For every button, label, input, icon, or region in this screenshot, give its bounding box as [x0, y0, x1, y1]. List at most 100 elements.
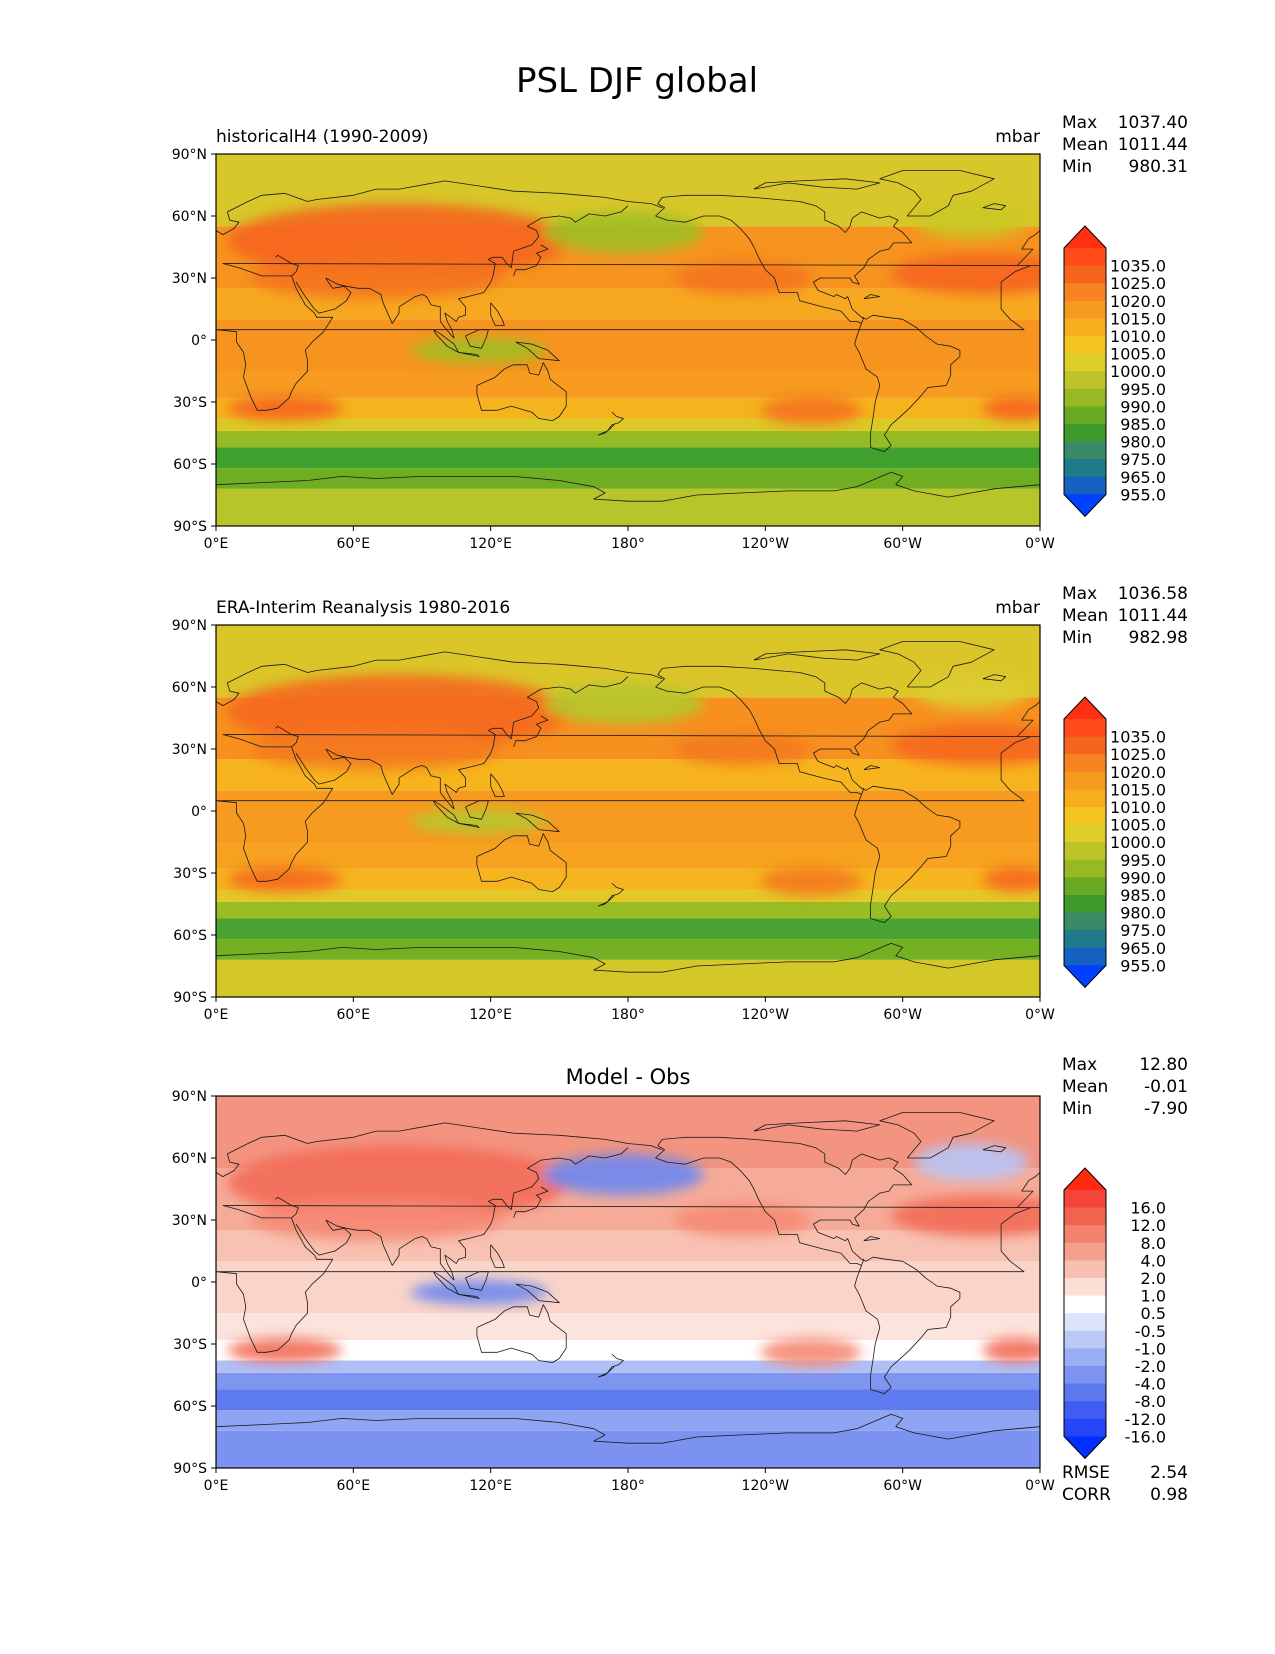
coastline	[597, 412, 624, 436]
pressure-high	[227, 395, 342, 421]
colorbar-segment	[1064, 424, 1106, 443]
colorbar-tick-label: 0.5	[1141, 1304, 1166, 1323]
stat-value: -0.01	[1144, 1077, 1188, 1097]
pressure-low	[543, 211, 704, 254]
coastline	[275, 1196, 299, 1219]
coastline	[295, 748, 352, 785]
colorbar-tick-label: 990.0	[1120, 397, 1166, 416]
coastline	[465, 800, 489, 820]
pressure-high	[673, 1203, 812, 1237]
coastline	[879, 170, 995, 217]
colorbar-segment	[1064, 1242, 1106, 1261]
pressure-high	[891, 253, 1040, 295]
coastline	[325, 205, 629, 339]
lon-tick-label: 60°W	[883, 1007, 922, 1023]
coastline	[458, 1294, 480, 1299]
colorbar-segment	[1064, 265, 1106, 284]
coastline	[476, 362, 567, 421]
coastline	[753, 178, 881, 190]
pressure-high	[227, 1337, 342, 1363]
lat-tick-label: 30°N	[172, 742, 207, 758]
coastline	[216, 734, 1040, 882]
stat-value: 980.31	[1129, 157, 1188, 177]
field-band	[216, 488, 1040, 526]
colorbar-tick-label: -8.0	[1135, 1392, 1166, 1411]
colorbar: 1035.01025.01020.01015.01010.01005.01000…	[1063, 696, 1166, 989]
lon-tick-label: 60°E	[336, 536, 370, 552]
panel-diff: 90°N 60°N 30°N 0° 30°S 60°S 90°S0°E 60°E 120°E 18…	[172, 1055, 1188, 1505]
lon-tick-label: 60°W	[883, 1478, 922, 1494]
coastline	[863, 765, 881, 771]
colorbar-segment	[1064, 947, 1106, 966]
coastline	[1016, 230, 1040, 266]
colorbar-segment	[1064, 1330, 1106, 1349]
field-band	[216, 430, 1040, 448]
colorbar-tick-label: 1005.0	[1110, 345, 1166, 364]
coastline	[863, 294, 881, 300]
lon-tick-label: 180°	[611, 1007, 645, 1023]
colorbar-segment	[1064, 1348, 1106, 1367]
coastline	[982, 203, 1007, 211]
lat-tick-label: 90°S	[173, 519, 207, 535]
colorbar-tick-label: -12.0	[1125, 1410, 1166, 1429]
colorbar-segment	[1064, 1383, 1106, 1402]
coastline	[513, 244, 549, 277]
colorbar-tick-label: 1015.0	[1110, 780, 1166, 799]
field-band	[216, 889, 1040, 902]
colorbar-tick-label: 1020.0	[1110, 763, 1166, 782]
colorbar-segment	[1064, 1260, 1106, 1279]
colorbar-tick-label: 1015.0	[1110, 309, 1166, 328]
stat-label: Min	[1062, 157, 1092, 177]
pressure-low	[914, 1143, 1029, 1181]
colorbar: 16.012.08.04.02.01.00.5-0.5-1.0-2.0-4.0-…	[1063, 1167, 1166, 1460]
stat-value: 1037.40	[1118, 113, 1188, 133]
pressure-low	[914, 201, 1029, 239]
colorbar-segment	[1064, 1225, 1106, 1244]
pressure-low	[410, 1279, 548, 1305]
figure-title: PSL DJF global	[516, 61, 758, 101]
colorbar-segment	[1064, 388, 1106, 407]
map-field	[216, 1096, 1040, 1468]
colorbar-extend-min	[1064, 1436, 1106, 1459]
stat-label: Mean	[1062, 606, 1108, 626]
field-band	[216, 1372, 1040, 1390]
colorbar-tick-label: 955.0	[1120, 485, 1166, 504]
coastline	[597, 1354, 624, 1378]
colorbar-extend-max	[1064, 1168, 1106, 1190]
colorbar-segment	[1064, 1418, 1106, 1437]
stat-label: Min	[1062, 1099, 1092, 1119]
coastline	[216, 942, 1040, 973]
lon-tick-label: 0°E	[204, 1007, 229, 1023]
colorbar-segment	[1064, 877, 1106, 896]
coastline	[863, 1236, 881, 1242]
pressure-low	[914, 672, 1029, 710]
coastline	[627, 1143, 663, 1151]
colorbar-segment	[1064, 1401, 1106, 1420]
colorbar-tick-label: 1035.0	[1110, 257, 1166, 276]
pressure-high	[891, 724, 1040, 766]
pressure-high	[760, 866, 862, 896]
field-band	[216, 1261, 1040, 1313]
stat-value: 1011.44	[1118, 606, 1188, 626]
stat-label: Max	[1062, 113, 1097, 133]
pressure-high	[227, 1145, 571, 1221]
colorbar-tick-label: 985.0	[1120, 886, 1166, 905]
pressure-high	[982, 395, 1040, 421]
coastline	[982, 674, 1007, 682]
lat-tick-label: 60°N	[172, 680, 207, 696]
pressure-low	[543, 682, 704, 725]
field-band	[216, 1389, 1040, 1411]
colorbar-segment	[1064, 1366, 1106, 1385]
coastline	[513, 1186, 549, 1219]
lat-tick-label: 60°S	[173, 1399, 207, 1415]
pressure-low	[410, 808, 548, 834]
coastline	[275, 725, 299, 748]
coastline	[490, 1244, 505, 1268]
stat-value: 1036.58	[1118, 584, 1188, 604]
lat-tick-label: 90°S	[173, 990, 207, 1006]
colorbar-segment	[1064, 248, 1106, 267]
coastline	[753, 1120, 881, 1132]
colorbar-segment	[1064, 459, 1106, 478]
pressure-high	[760, 395, 862, 425]
